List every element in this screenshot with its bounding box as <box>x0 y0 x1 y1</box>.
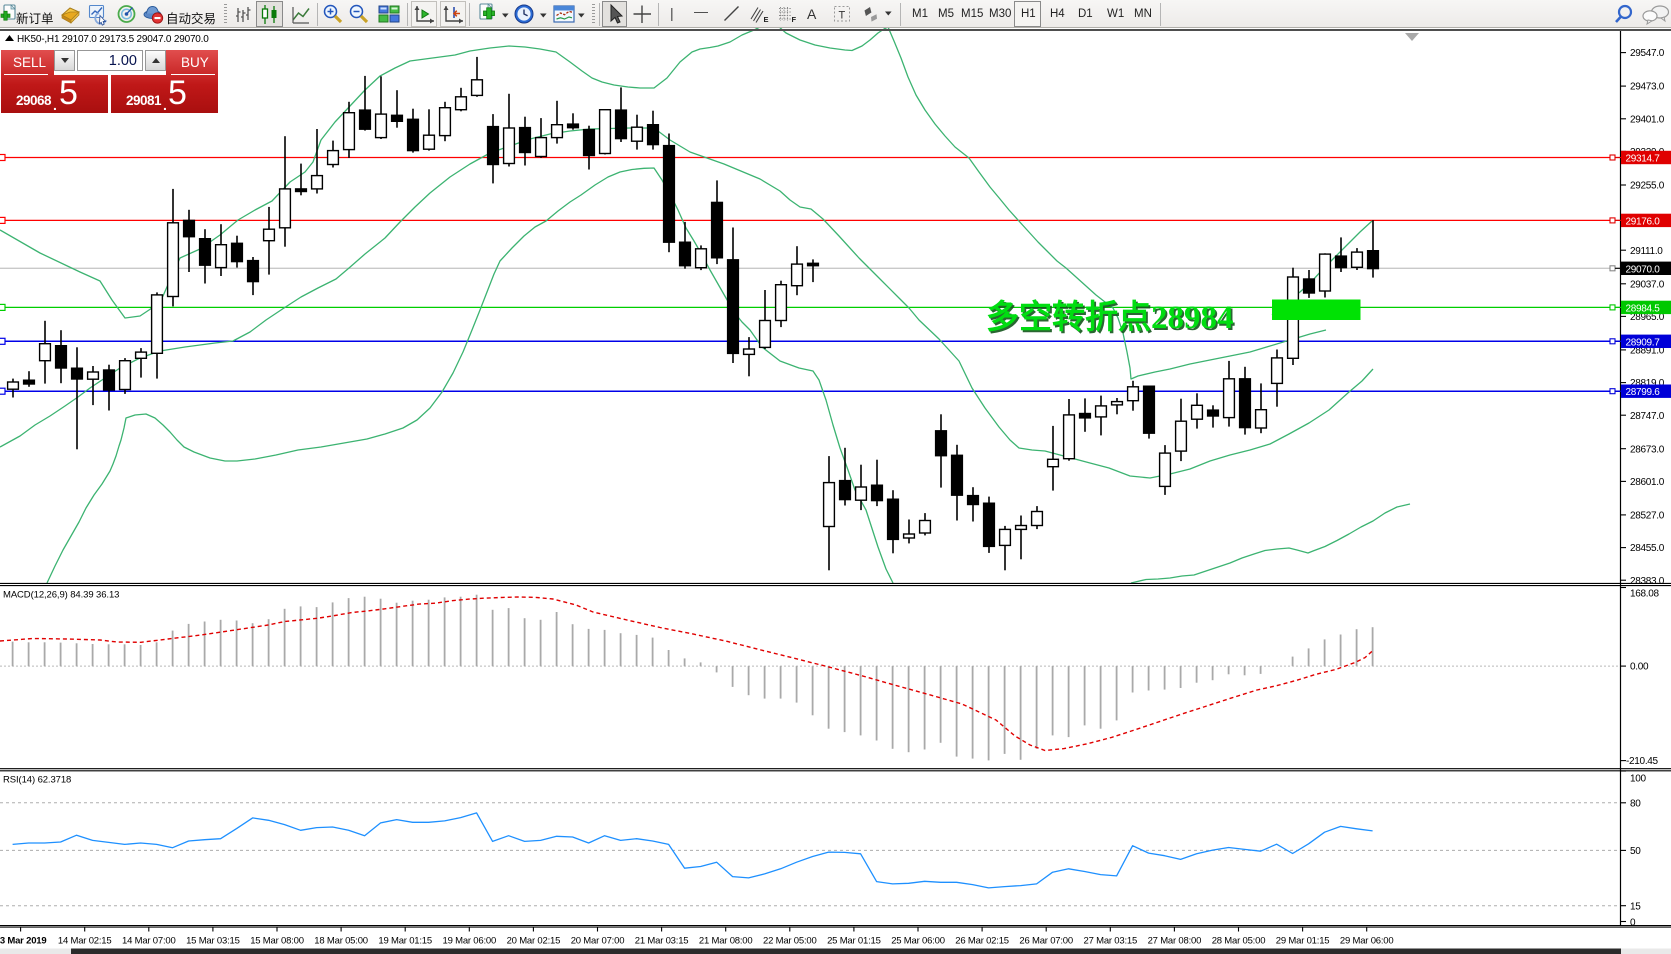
svg-text:RSI(14) 62.3718: RSI(14) 62.3718 <box>3 775 71 786</box>
svg-text:28909.7: 28909.7 <box>1626 337 1661 348</box>
svg-text:25 Mar 01:15: 25 Mar 01:15 <box>827 936 881 947</box>
svg-text:22 Mar 05:00: 22 Mar 05:00 <box>763 936 817 947</box>
svg-text:15 Mar 08:00: 15 Mar 08:00 <box>250 936 304 947</box>
svg-text:28 Mar 05:00: 28 Mar 05:00 <box>1212 936 1266 947</box>
svg-text:26 Mar 07:00: 26 Mar 07:00 <box>1019 936 1073 947</box>
svg-text:-210.45: -210.45 <box>1626 756 1659 767</box>
svg-text:29037.0: 29037.0 <box>1630 279 1665 290</box>
svg-text:19 Mar 01:15: 19 Mar 01:15 <box>378 936 432 947</box>
svg-text:15: 15 <box>1630 902 1641 913</box>
svg-text:28819.0: 28819.0 <box>1630 378 1665 389</box>
svg-text:27 Mar 08:00: 27 Mar 08:00 <box>1148 936 1202 947</box>
svg-text:14 Mar 02:15: 14 Mar 02:15 <box>58 936 112 947</box>
svg-text:13 Mar 2019: 13 Mar 2019 <box>0 936 46 947</box>
svg-text:多空转折点28984: 多空转折点28984 <box>986 299 1234 336</box>
svg-text:50: 50 <box>1630 846 1641 857</box>
svg-text:80: 80 <box>1630 799 1641 810</box>
svg-text:0.00: 0.00 <box>1630 662 1649 673</box>
svg-text:20 Mar 07:00: 20 Mar 07:00 <box>571 936 625 947</box>
svg-text:28383.0: 28383.0 <box>1630 576 1665 587</box>
svg-text:29547.0: 29547.0 <box>1630 48 1665 59</box>
svg-text:28601.0: 28601.0 <box>1630 477 1665 488</box>
svg-text:28891.0: 28891.0 <box>1630 346 1665 357</box>
svg-text:29255.0: 29255.0 <box>1630 181 1665 192</box>
svg-text:28984.5: 28984.5 <box>1626 303 1661 314</box>
svg-text:27 Mar 03:15: 27 Mar 03:15 <box>1084 936 1138 947</box>
svg-text:MACD(12,26,9) 84.39 36.13: MACD(12,26,9) 84.39 36.13 <box>3 590 119 601</box>
svg-text:29 Mar 01:15: 29 Mar 01:15 <box>1276 936 1330 947</box>
svg-text:15 Mar 03:15: 15 Mar 03:15 <box>186 936 240 947</box>
svg-text:29070.0: 29070.0 <box>1626 264 1661 275</box>
svg-text:26 Mar 02:15: 26 Mar 02:15 <box>955 936 1009 947</box>
svg-text:28673.0: 28673.0 <box>1630 444 1665 455</box>
svg-text:29111.0: 29111.0 <box>1630 246 1663 257</box>
svg-text:HK50-,H1 29107.0 29173.5 2904: HK50-,H1 29107.0 29173.5 29047.0 29070.0 <box>17 34 209 45</box>
svg-text:28965.0: 28965.0 <box>1630 312 1665 323</box>
svg-text:F: F <box>792 15 797 24</box>
svg-text:29401.0: 29401.0 <box>1630 114 1665 125</box>
svg-text:18 Mar 05:00: 18 Mar 05:00 <box>314 936 368 947</box>
svg-text:28747.0: 28747.0 <box>1630 411 1665 422</box>
svg-text:28799.6: 28799.6 <box>1626 387 1661 398</box>
svg-text:20 Mar 02:15: 20 Mar 02:15 <box>507 936 561 947</box>
svg-text:28527.0: 28527.0 <box>1630 511 1665 522</box>
svg-text:29473.0: 29473.0 <box>1630 82 1665 93</box>
svg-text:T: T <box>839 10 846 22</box>
svg-text:29176.0: 29176.0 <box>1626 216 1661 227</box>
svg-text:100: 100 <box>1630 773 1647 784</box>
svg-text:0: 0 <box>1630 917 1636 928</box>
svg-text:29314.7: 29314.7 <box>1626 154 1661 165</box>
svg-text:E: E <box>764 15 769 24</box>
svg-text:28455.0: 28455.0 <box>1630 543 1665 554</box>
svg-text:19 Mar 06:00: 19 Mar 06:00 <box>443 936 497 947</box>
svg-text:29 Mar 06:00: 29 Mar 06:00 <box>1340 936 1394 947</box>
svg-text:21 Mar 03:15: 21 Mar 03:15 <box>635 936 689 947</box>
svg-text:21 Mar 08:00: 21 Mar 08:00 <box>699 936 753 947</box>
svg-text:14 Mar 07:00: 14 Mar 07:00 <box>122 936 176 947</box>
svg-text:多空转折点28984: 多空转折点28984 <box>988 301 1236 338</box>
svg-text:168.08: 168.08 <box>1630 589 1660 600</box>
svg-text:25 Mar 06:00: 25 Mar 06:00 <box>891 936 945 947</box>
